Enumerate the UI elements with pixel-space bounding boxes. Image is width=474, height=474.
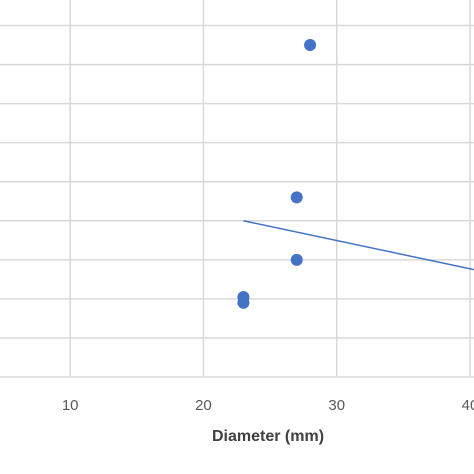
x-tick-label: 40 — [462, 397, 474, 414]
data-points — [237, 39, 317, 309]
data-point — [237, 296, 250, 309]
horizontal-gridlines — [0, 24, 474, 378]
x-tick-labels: 10 20 30 40 — [62, 397, 474, 414]
data-point — [304, 39, 317, 52]
x-tick-label: 10 — [62, 397, 79, 414]
x-tick-label: 30 — [328, 397, 345, 414]
trendline-layer — [243, 220, 474, 271]
x-axis-title: Diameter (mm) — [212, 428, 324, 445]
data-point — [290, 191, 303, 204]
trendline — [243, 220, 474, 271]
data-point — [290, 253, 303, 266]
x-tick-label: 20 — [195, 397, 212, 414]
vertical-gridlines — [69, 0, 471, 377]
